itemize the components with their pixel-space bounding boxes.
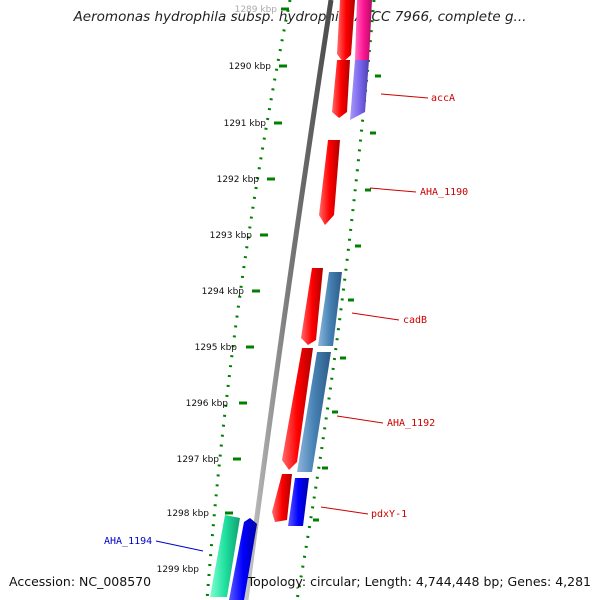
gene-arrow-purple[interactable]: [350, 60, 369, 120]
tick-label: 1299 kbp: [157, 565, 200, 575]
ruler-labels: 1289 kbp 1290 kbp 1291 kbp 1292 kbp 1293…: [157, 5, 278, 575]
gene-arrow-blue-pdxy[interactable]: [288, 478, 309, 526]
gene-label-aha1194[interactable]: AHA_1194: [104, 536, 152, 547]
label-leaders: [155, 93, 429, 552]
tick-label: 1297 kbp: [177, 455, 220, 465]
tick-label: 1292 kbp: [217, 175, 260, 185]
tick-label: 1290 kbp: [229, 62, 272, 72]
gene-arrow-red[interactable]: [337, 0, 355, 62]
gene-label-pdxy1[interactable]: pdxY-1: [371, 509, 407, 520]
gene-label-aha1190[interactable]: AHA_1190: [420, 187, 468, 198]
tick-label: 1289 kbp: [235, 5, 278, 15]
gene-arrow-magenta[interactable]: [355, 0, 372, 60]
gene-arrow-red-pdxy[interactable]: [272, 474, 292, 522]
topology-info: Topology: circular; Length: 4,744,448 bp…: [247, 574, 591, 589]
gene-arrow-blue-aha1194[interactable]: [229, 518, 257, 600]
gene-labels: accA AHA_1190 cadB AHA_1192 pdxY-1 AHA_1…: [104, 93, 468, 547]
gene-arrow-steel-aha1192[interactable]: [297, 352, 331, 472]
genome-backbone: [243, 0, 334, 600]
tick-label: 1298 kbp: [167, 509, 210, 519]
gene-label-aha1192[interactable]: AHA_1192: [387, 418, 435, 429]
tick-label: 1293 kbp: [210, 231, 253, 241]
gene-arrow-teal[interactable]: [210, 515, 240, 597]
gene-features[interactable]: [210, 0, 372, 600]
ruler-track-outer: [205, 0, 292, 600]
tick-label: 1296 kbp: [186, 399, 229, 409]
map-title: Aeromonas hydrophila subsp. hydrophila A…: [73, 9, 527, 25]
gene-arrow-red-acca[interactable]: [332, 60, 350, 118]
gene-arrow-red-aha1190[interactable]: [319, 140, 340, 225]
gene-arrow-red-aha1192[interactable]: [282, 348, 313, 470]
gene-label-cadb[interactable]: cadB: [403, 315, 427, 326]
tick-label: 1294 kbp: [202, 287, 245, 297]
gene-arrow-red-cadb-left[interactable]: [301, 268, 323, 345]
accession-info: Accession: NC_008570: [9, 574, 152, 589]
tick-label: 1295 kbp: [195, 343, 238, 353]
gene-label-acca[interactable]: accA: [431, 93, 455, 104]
gene-arrow-steel-cadb[interactable]: [318, 272, 342, 346]
tick-label: 1291 kbp: [224, 119, 267, 129]
